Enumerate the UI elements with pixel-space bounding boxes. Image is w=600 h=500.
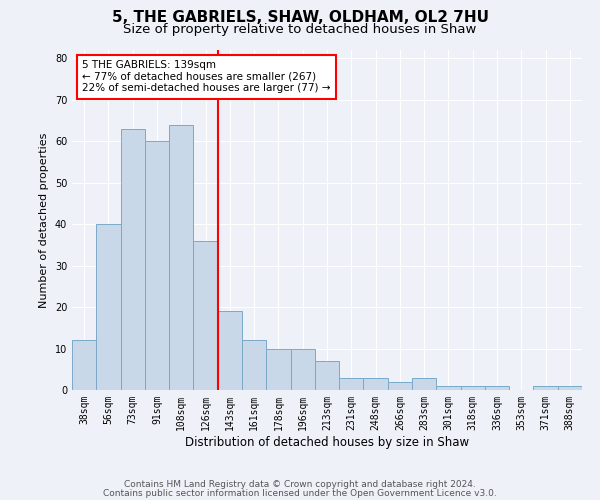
Y-axis label: Number of detached properties: Number of detached properties: [39, 132, 49, 308]
Bar: [388, 382, 412, 390]
Bar: [72, 340, 96, 390]
Bar: [485, 386, 509, 390]
Bar: [339, 378, 364, 390]
Bar: [364, 378, 388, 390]
Bar: [436, 386, 461, 390]
Bar: [412, 378, 436, 390]
Bar: [533, 386, 558, 390]
Text: Contains HM Land Registry data © Crown copyright and database right 2024.: Contains HM Land Registry data © Crown c…: [124, 480, 476, 489]
Bar: [121, 129, 145, 390]
Text: Contains public sector information licensed under the Open Government Licence v3: Contains public sector information licen…: [103, 488, 497, 498]
Text: 5, THE GABRIELS, SHAW, OLDHAM, OL2 7HU: 5, THE GABRIELS, SHAW, OLDHAM, OL2 7HU: [112, 10, 488, 25]
Bar: [266, 348, 290, 390]
Bar: [290, 348, 315, 390]
Bar: [169, 124, 193, 390]
Text: 5 THE GABRIELS: 139sqm
← 77% of detached houses are smaller (267)
22% of semi-de: 5 THE GABRIELS: 139sqm ← 77% of detached…: [82, 60, 331, 94]
Bar: [315, 361, 339, 390]
Bar: [193, 240, 218, 390]
X-axis label: Distribution of detached houses by size in Shaw: Distribution of detached houses by size …: [185, 436, 469, 448]
Bar: [218, 311, 242, 390]
Text: Size of property relative to detached houses in Shaw: Size of property relative to detached ho…: [124, 22, 476, 36]
Bar: [96, 224, 121, 390]
Bar: [558, 386, 582, 390]
Bar: [145, 141, 169, 390]
Bar: [242, 340, 266, 390]
Bar: [461, 386, 485, 390]
